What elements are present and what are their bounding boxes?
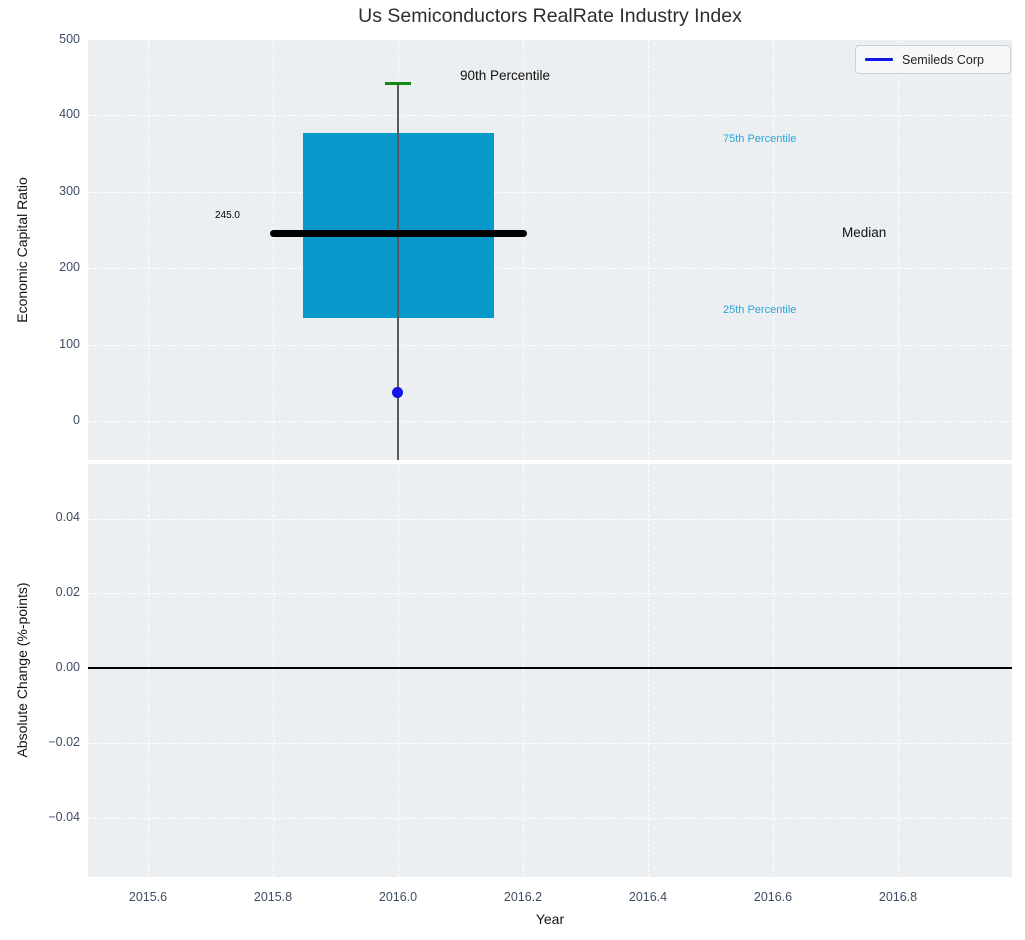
- gridline: [88, 593, 1012, 594]
- gridline: [88, 743, 1012, 744]
- boxplot-whisker-line: [397, 85, 399, 460]
- gridline: [523, 40, 524, 460]
- gridline: [88, 192, 1012, 193]
- boxplot-90th-percentile-cap: [385, 82, 411, 85]
- gridline: [88, 421, 1012, 422]
- y-tick-label: −0.04: [48, 810, 80, 824]
- gridline: [273, 40, 274, 460]
- gridline: [273, 464, 274, 877]
- x-axis-label: Year: [535, 911, 565, 927]
- legend-line-swatch: [865, 58, 893, 61]
- annotation-median-value: 245.0: [214, 210, 240, 221]
- annotation-median: Median: [842, 225, 887, 240]
- gridline: [148, 464, 149, 877]
- gridline: [88, 268, 1012, 269]
- y-tick-label: 0.00: [55, 660, 80, 674]
- bottom-plot-area: [88, 464, 1012, 877]
- gridline: [898, 464, 899, 877]
- zero-reference-line: [88, 667, 1012, 669]
- gridline: [648, 40, 649, 460]
- gridline: [773, 464, 774, 877]
- x-tick-label: 2016.0: [378, 890, 418, 904]
- gridline: [148, 40, 149, 460]
- gridline: [648, 464, 649, 877]
- legend-label: Semileds Corp: [902, 52, 984, 67]
- bottom-y-axis-label: Absolute Change (%-points): [14, 582, 30, 758]
- x-tick-label: 2015.8: [253, 890, 293, 904]
- annotation-75th-percentile: 75th Percentile: [723, 133, 797, 145]
- boxplot-median-line: [270, 230, 527, 237]
- y-tick-label: 0: [73, 413, 80, 427]
- top-y-axis-label: Economic Capital Ratio: [14, 177, 30, 323]
- gridline: [398, 464, 399, 877]
- gridline: [88, 115, 1012, 116]
- x-tick-label: 2016.4: [628, 890, 668, 904]
- y-tick-label: 400: [59, 107, 80, 121]
- gridline: [773, 40, 774, 460]
- gridline: [898, 40, 899, 460]
- y-tick-label: 0.02: [55, 585, 80, 599]
- gridline: [523, 464, 524, 877]
- y-tick-label: 0.04: [55, 510, 80, 524]
- legend: Semileds Corp: [855, 45, 1011, 74]
- page-title: Us Semiconductors RealRate Industry Inde…: [358, 5, 742, 27]
- semileds-corp-data-point: [392, 387, 403, 398]
- gridline: [88, 345, 1012, 346]
- y-tick-label: 300: [59, 184, 80, 198]
- y-tick-label: 500: [59, 32, 80, 46]
- y-tick-label: 200: [59, 260, 80, 274]
- x-tick-label: 2016.6: [753, 890, 793, 904]
- annotation-25th-percentile: 25th Percentile: [723, 304, 797, 316]
- y-tick-label: −0.02: [48, 735, 80, 749]
- y-tick-label: 100: [59, 337, 80, 351]
- x-tick-label: 2016.8: [878, 890, 918, 904]
- annotation-90th-percentile: 90th Percentile: [460, 68, 551, 83]
- x-tick-label: 2015.6: [128, 890, 168, 904]
- top-plot-area: [88, 40, 1012, 460]
- x-tick-label: 2016.2: [503, 890, 543, 904]
- gridline: [88, 519, 1012, 520]
- gridline: [88, 818, 1012, 819]
